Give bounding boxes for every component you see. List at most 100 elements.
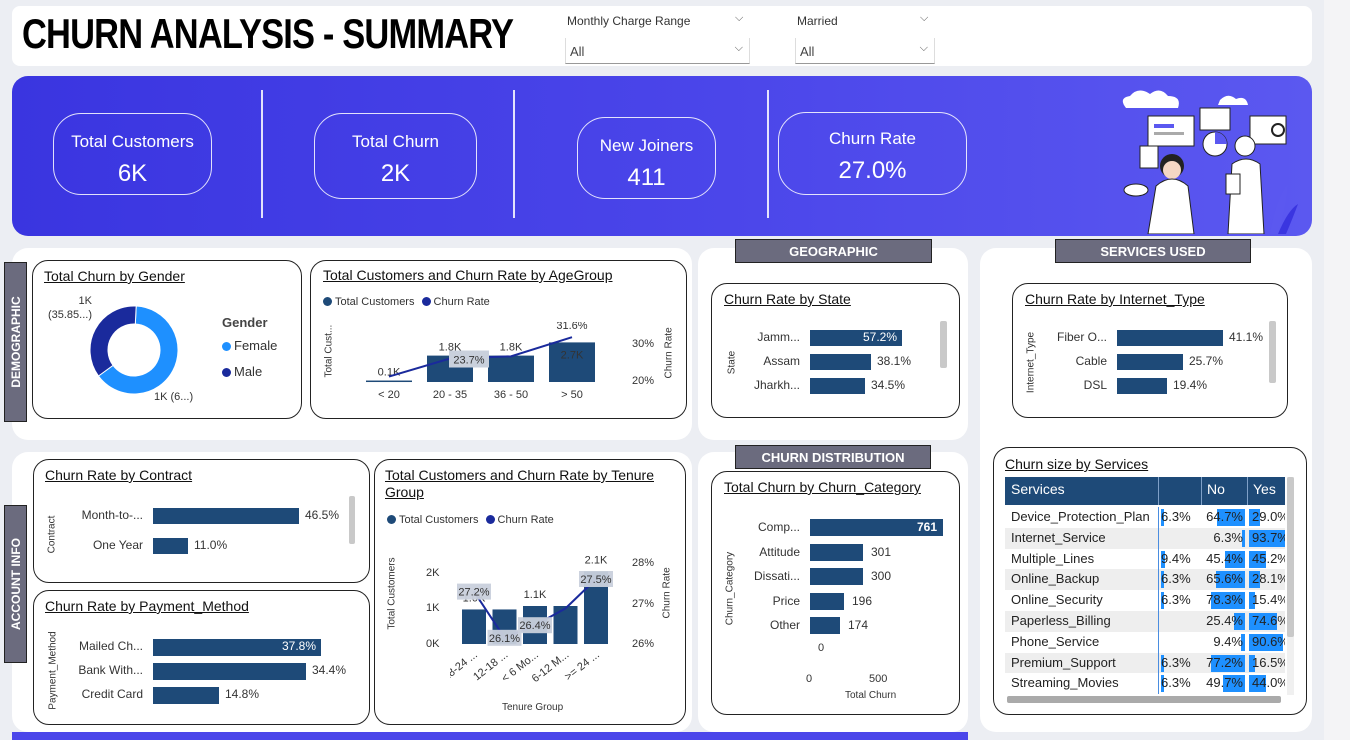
services-chart-title: Churn size by Services xyxy=(1005,456,1149,472)
tenure-y2-axis-title: Churn Rate xyxy=(661,567,673,619)
internet-type-card[interactable] xyxy=(1012,283,1288,418)
bar-category-label: Bank With... xyxy=(78,663,143,677)
bar-2[interactable] xyxy=(1117,378,1167,394)
services-col-header[interactable]: Yes xyxy=(1253,481,1276,497)
tenure-line-data-label: 26.1% xyxy=(489,633,520,645)
col-divider xyxy=(1158,590,1159,611)
agegroup-chart-title: Total Customers and Churn Rate by AgeGro… xyxy=(323,267,613,283)
services-blank-databar xyxy=(1161,571,1164,589)
churn-category-bar-2[interactable] xyxy=(810,568,863,585)
bar-0[interactable] xyxy=(1117,330,1223,346)
services-blank-value: 6.3% xyxy=(1161,509,1191,524)
chevron-down-icon: ⌵ xyxy=(734,42,743,54)
services-table-row[interactable]: Paperless_Billing 25.4% 74.6% xyxy=(1005,611,1285,632)
tenure-y2-tick: 26% xyxy=(632,638,655,650)
tenure-card[interactable] xyxy=(374,459,686,725)
services-no-databar xyxy=(1233,613,1245,630)
agegroup-card[interactable] xyxy=(310,260,687,419)
services-yes-databar xyxy=(1249,529,1285,547)
services-table-row[interactable]: Phone_Service 9.4% 90.6% xyxy=(1005,631,1285,653)
contract-scrollbar[interactable] xyxy=(349,496,355,544)
internet-type-scrollbar[interactable] xyxy=(1269,321,1276,383)
services-table-row[interactable]: Online_Security 6.3% 78.3% 15.4% xyxy=(1005,590,1285,611)
services-horizontal-scrollbar[interactable] xyxy=(1007,696,1281,703)
kpi-label: Total Customers xyxy=(71,132,194,151)
agegroup-y2-tick: 30% xyxy=(632,338,655,350)
services-col-header[interactable]: Services xyxy=(1011,481,1065,497)
services-table-row[interactable]: Internet_Service 6.3% 93.7% xyxy=(1005,527,1285,549)
bar-data-label: 41.1% xyxy=(1229,330,1264,344)
tenure-x-tick: >= 24 ... xyxy=(563,649,602,683)
bar-category-label: Mailed Ch... xyxy=(78,639,143,653)
services-table-row[interactable]: Device_Protection_Plan 6.3% 64.7% 29.0% xyxy=(1005,507,1285,528)
bar-1[interactable] xyxy=(810,354,871,370)
divider xyxy=(513,90,515,218)
agegroup-bar-data-label: 1.8K xyxy=(500,342,523,354)
services-table-row[interactable]: Multiple_Lines 9.4% 45.4% 45.2% xyxy=(1005,548,1285,570)
bar-2[interactable] xyxy=(153,687,219,704)
divider xyxy=(261,90,263,218)
page-edge xyxy=(1324,0,1350,740)
churn-category-bar-1[interactable] xyxy=(810,543,863,561)
services-no-value: 49.7% xyxy=(1206,675,1243,691)
gender-donut-chart[interactable] xyxy=(82,298,186,402)
kpi-label: Churn Rate xyxy=(829,129,916,148)
services-table-row[interactable]: Online_Backup 6.3% 65.6% 28.1% xyxy=(1005,569,1285,591)
bar-0[interactable] xyxy=(153,508,299,524)
line-label-box xyxy=(457,583,491,600)
state-scrollbar[interactable] xyxy=(940,321,947,368)
state-card[interactable] xyxy=(711,283,960,418)
bar-1[interactable] xyxy=(153,663,306,680)
filter-monthly-charge-select[interactable]: All ⌵ xyxy=(565,38,750,64)
bar-category-label: Assam xyxy=(763,354,800,368)
kpi-banner xyxy=(12,76,1312,236)
bar-1[interactable] xyxy=(1117,354,1183,370)
services-no-databar xyxy=(1210,592,1245,610)
chevron-down-icon[interactable]: ⌵ xyxy=(920,12,929,24)
churn-category-bar-4[interactable] xyxy=(810,617,840,634)
services-yes-databar xyxy=(1249,654,1256,672)
legend-dot-icon xyxy=(222,368,231,377)
col-divider xyxy=(1158,507,1159,528)
services-yes-databar xyxy=(1249,633,1284,651)
bar-data-label: 300 xyxy=(871,569,892,583)
services-no-value: 9.4% xyxy=(1213,633,1243,649)
bar-2[interactable] xyxy=(810,378,865,394)
services-no-value: 64.7% xyxy=(1206,509,1243,524)
services-blank-databar xyxy=(1161,675,1164,693)
filter-married-select[interactable]: All ⌵ xyxy=(795,38,935,64)
bar-category-label: Price xyxy=(772,593,800,608)
tenure-y-tick: 2K xyxy=(426,567,440,579)
agegroup-y2-axis-title: Churn Rate xyxy=(663,327,675,379)
bar-data-label: 196 xyxy=(852,593,873,608)
tenure-combo-chart[interactable]: 1.0K18-24 ...12-18 ...1.1K< 6 Mo...6-12 … xyxy=(450,540,630,690)
services-col-header[interactable]: No xyxy=(1207,481,1225,497)
agegroup-bar-0 xyxy=(366,380,412,383)
bar-category-label: Credit Card xyxy=(81,687,143,701)
bar-0[interactable] xyxy=(810,330,902,346)
bar-data-label: 57.2% xyxy=(862,330,897,344)
bottom-strip xyxy=(12,732,968,740)
tenure-line-data-label: 26.4% xyxy=(519,620,550,632)
bar-0[interactable] xyxy=(153,639,321,656)
services-table-row[interactable]: Streaming_Movies 6.3% 49.7% 44.0% xyxy=(1005,673,1285,695)
tenure-chart-title: Total Customers and Churn Rate by Tenure… xyxy=(385,467,654,500)
services-no-databar xyxy=(1225,550,1245,568)
bar-data-label: 37.8% xyxy=(281,639,316,653)
col-divider xyxy=(1158,569,1159,591)
services-table-row[interactable]: Premium_Support 6.3% 77.2% 16.5% xyxy=(1005,652,1285,674)
services-vertical-scrollbar[interactable] xyxy=(1287,477,1294,637)
chevron-down-icon[interactable]: ⌵ xyxy=(735,12,744,24)
internet-type-chart-title: Churn Rate by Internet_Type xyxy=(1025,291,1205,307)
bar-1[interactable] xyxy=(153,538,188,554)
churn-category-bar-0[interactable] xyxy=(810,519,943,536)
agegroup-x-tick: < 20 xyxy=(378,389,400,401)
churn-category-bar-3[interactable] xyxy=(810,592,844,610)
section-tab-account-info: ACCOUNT INFO xyxy=(4,505,27,663)
analytics-illustration xyxy=(1122,90,1298,234)
services-no-value: 6.3% xyxy=(1213,529,1243,545)
churn-category-chart-title: Total Churn by Churn_Category xyxy=(724,479,921,495)
bar-data-label: 19.4% xyxy=(1173,378,1208,392)
bar-data-label: 14.8% xyxy=(225,687,260,701)
